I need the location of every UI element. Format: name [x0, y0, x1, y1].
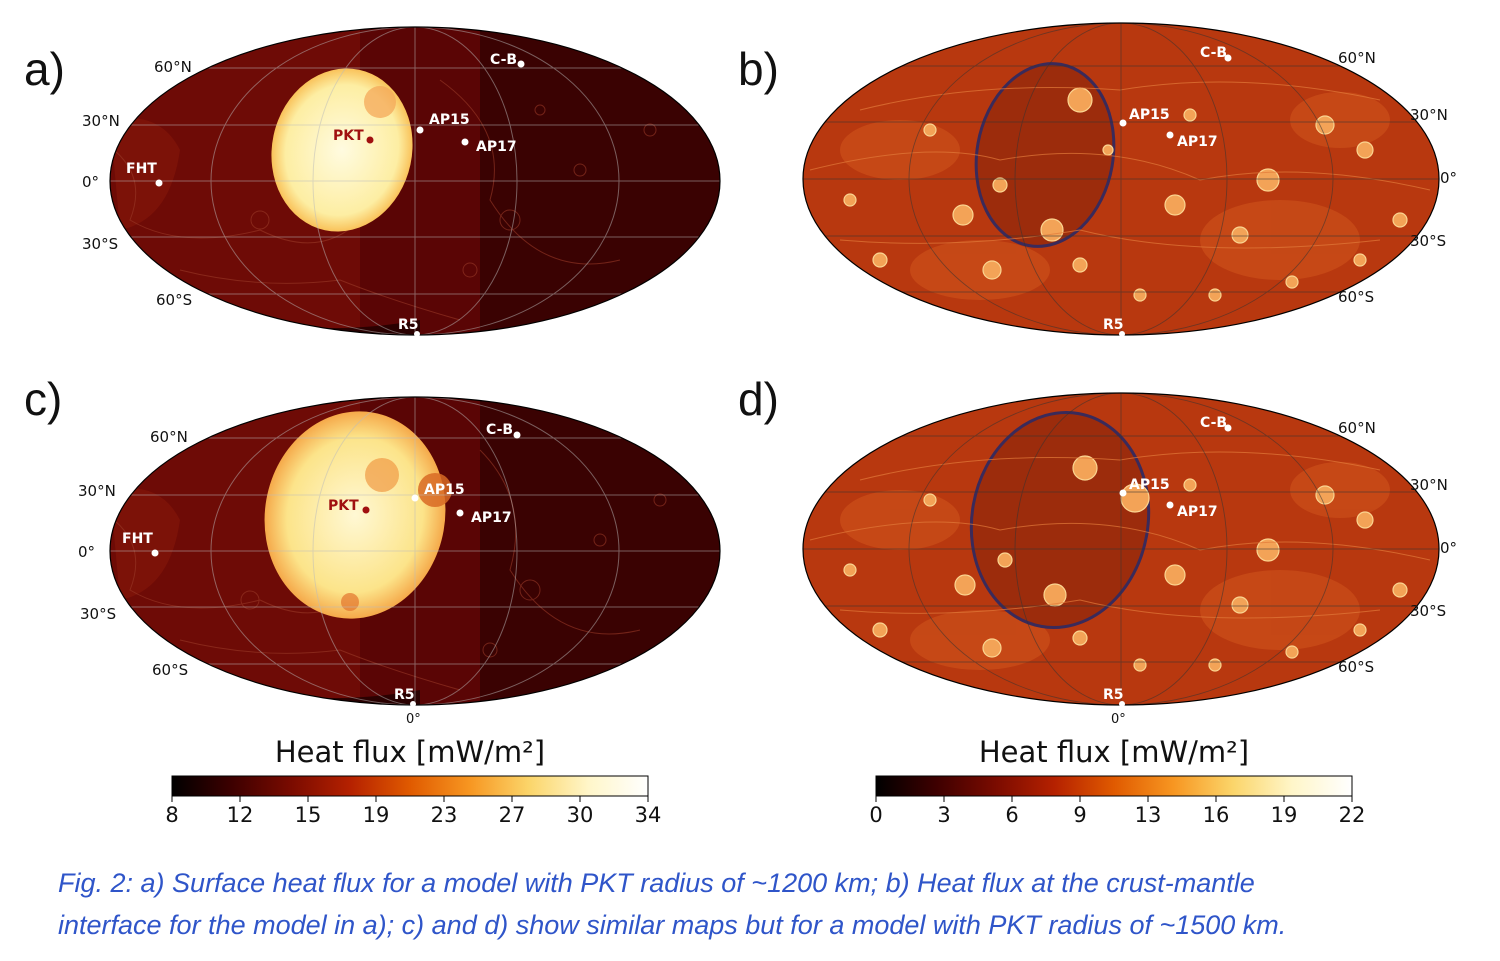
colorbar-tick-label: 6: [1005, 803, 1018, 827]
lat-label-30s: 30°S: [1410, 602, 1446, 620]
lat-label-0: 0°: [78, 543, 95, 561]
site-label-pkt: PKT: [328, 498, 359, 514]
site-label-ap17: AP17: [476, 139, 517, 155]
site-marker-ap17: [461, 138, 469, 146]
site-label-r5: R5: [394, 687, 415, 703]
colorbar-tick-label: 12: [227, 803, 254, 827]
lat-label-30n: 30°N: [1410, 106, 1448, 124]
lat-label-60s: 60°S: [156, 291, 192, 309]
site-label-r5: R5: [1103, 317, 1124, 333]
figure-caption: Fig. 2: a) Surface heat flux for a model…: [58, 862, 1478, 946]
lat-label-30s: 30°S: [1410, 232, 1446, 250]
map-panel-a: 60°N 30°N 0° 30°S 60°S PKT AP15 AP17 C-B…: [82, 26, 721, 337]
site-label-ap15: AP15: [429, 112, 470, 128]
caption-line-2: interface for the model in a); c) and d)…: [58, 910, 1287, 940]
site-marker-r5: [410, 701, 416, 707]
colorbar-tick-label: 22: [1339, 803, 1366, 827]
colorbar-tick-label: 16: [1203, 803, 1230, 827]
colorbar-right: 0 3 6 9 13 16 19 22: [869, 775, 1366, 827]
site-label-ap15: AP15: [1129, 107, 1170, 123]
lat-label-60n: 60°N: [154, 58, 192, 76]
lat-label-60n: 60°N: [1338, 419, 1376, 437]
colorbar-tick-label: 34: [635, 803, 662, 827]
site-label-ap17: AP17: [471, 510, 512, 526]
site-marker-r5: [414, 331, 420, 337]
site-marker-fht: [151, 549, 159, 557]
lat-label-30n: 30°N: [78, 482, 116, 500]
site-label-ap17: AP17: [1177, 504, 1218, 520]
site-label-cb: C-B: [1200, 415, 1227, 431]
site-marker-cb: [517, 60, 525, 68]
site-marker-ap17: [1166, 131, 1174, 139]
site-marker-cb: [1224, 54, 1232, 62]
colorbar-left: 8 12 15 19 23 27 30 34: [165, 775, 662, 827]
lat-label-60n: 60°N: [150, 428, 188, 446]
panel-label-b: b): [738, 43, 779, 95]
site-marker-ap15: [1119, 489, 1127, 497]
colorbar-tick-label: 15: [295, 803, 322, 827]
site-label-fht: FHT: [122, 531, 153, 547]
site-marker-ap17: [1166, 501, 1174, 509]
site-marker-cb: [1224, 424, 1232, 432]
lat-label-30n: 30°N: [82, 112, 120, 130]
site-label-r5: R5: [1103, 687, 1124, 703]
site-marker-pkt: [362, 506, 370, 514]
site-label-ap15: AP15: [424, 482, 465, 498]
lat-label-60n: 60°N: [1338, 49, 1376, 67]
colorbar-title-right: Heat flux [mW/m²]: [978, 735, 1250, 769]
colorbar-tick-label: 23: [431, 803, 458, 827]
site-label-cb: C-B: [1200, 45, 1227, 61]
site-label-cb: C-B: [486, 422, 513, 438]
site-marker-fht: [155, 179, 163, 187]
lat-label-0: 0°: [1440, 539, 1457, 557]
colorbar-tick-label: 3: [937, 803, 950, 827]
site-marker-cb: [513, 431, 521, 439]
lon-label-right: 0°: [1111, 712, 1126, 727]
lon-label-left: 0°: [406, 712, 421, 727]
colorbar-title-left: Heat flux [mW/m²]: [274, 735, 546, 769]
site-marker-r5: [1119, 331, 1125, 337]
panel-label-a: a): [24, 43, 65, 95]
colorbar-tick-label: 30: [567, 803, 594, 827]
lat-label-60s: 60°S: [152, 661, 188, 679]
map-panel-c: 60°N 30°N 0° 30°S 60°S PKT AP15 AP17 C-B…: [78, 396, 721, 707]
site-label-cb: C-B: [490, 52, 517, 68]
lat-label-0: 0°: [82, 173, 99, 191]
colorbar-tick-label: 13: [1135, 803, 1162, 827]
site-label-fht: FHT: [126, 161, 157, 177]
panel-label-c: c): [24, 373, 63, 425]
site-marker-pkt: [366, 136, 374, 144]
lat-label-30n: 30°N: [1410, 476, 1448, 494]
site-marker-ap17: [456, 509, 464, 517]
colorbar-tick-label: 8: [165, 803, 178, 827]
lat-label-30s: 30°S: [80, 605, 116, 623]
colorbar-tick-label: 9: [1073, 803, 1086, 827]
site-marker-r5: [1119, 701, 1125, 707]
map-panel-d: 60°N 30°N 0° 30°S 60°S AP15 AP17 C-B R5: [802, 392, 1457, 707]
lat-label-30s: 30°S: [82, 235, 118, 253]
colorbar-tick-label: 19: [1271, 803, 1298, 827]
lat-label-0: 0°: [1440, 169, 1457, 187]
colorbar-tick-label: 19: [363, 803, 390, 827]
lat-label-60s: 60°S: [1338, 658, 1374, 676]
site-label-r5: R5: [398, 317, 419, 333]
site-marker-ap15: [416, 126, 424, 134]
caption-line-1: Fig. 2: a) Surface heat flux for a model…: [58, 868, 1255, 898]
site-label-ap17: AP17: [1177, 134, 1218, 150]
colorbar-tick-label: 27: [499, 803, 526, 827]
colorbar-tick-label: 0: [869, 803, 882, 827]
site-marker-ap15: [411, 494, 419, 502]
site-marker-ap15: [1119, 119, 1127, 127]
map-panel-b: 60°N 30°N 0° 30°S 60°S AP15 AP17 C-B R5: [802, 22, 1457, 337]
site-label-pkt: PKT: [333, 128, 364, 144]
site-label-ap15: AP15: [1129, 477, 1170, 493]
panel-label-d: d): [738, 373, 779, 425]
lat-label-60s: 60°S: [1338, 288, 1374, 306]
